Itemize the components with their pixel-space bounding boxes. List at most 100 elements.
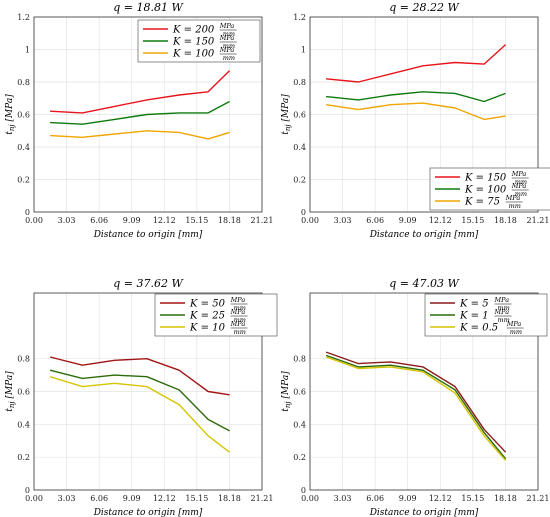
x-tick-label: 18.18 [218, 494, 241, 503]
series-line-2 [49, 369, 230, 432]
series-line-1 [326, 44, 507, 83]
legend-label: K = 100 [172, 49, 215, 60]
x-tick-label: 18.18 [494, 216, 517, 225]
y-tick-label: 0.2 [17, 176, 30, 185]
y-tick-label: 0 [301, 208, 306, 217]
chart-title: q = 28.22 W [389, 1, 460, 14]
series-line-2 [326, 91, 506, 103]
legend-unit-denominator: mm [515, 190, 527, 198]
legend-unit-numerator: MPa [219, 34, 235, 42]
legend-label: K = 150 [172, 37, 215, 48]
legend-label: K = 10 [189, 323, 226, 334]
x-tick-label: 3.03 [334, 494, 352, 503]
x-tick-label: 15.15 [461, 494, 484, 503]
chart-panel-3: 0.00 3.03 6.06 9.09 12.12 15.15 18.18 21.21 0 0.2… [5, 277, 278, 517]
x-tick-label: 9.09 [399, 494, 417, 503]
legend-unit-numerator: MPa [506, 320, 522, 328]
x-tick-label: 15.15 [461, 216, 484, 225]
chart-title: q = 37.62 W [113, 277, 184, 290]
y-tick-label: 1 [301, 46, 306, 55]
plot-frame [309, 16, 539, 213]
x-tick-label: 12.12 [153, 494, 176, 503]
x-tick-label: 0.00 [25, 494, 43, 503]
x-tick-label: 0.00 [25, 216, 43, 225]
series-line-3 [49, 376, 231, 453]
plot-frame [309, 292, 539, 491]
y-tick-label: 0.6 [293, 388, 306, 397]
x-axis-label: Distance to origin [mm] [93, 508, 203, 517]
x-tick-label: 0.00 [301, 216, 319, 225]
legend-label: K = 0.5 [459, 323, 498, 334]
x-tick-label: 12.12 [429, 494, 452, 503]
y-tick-label: 0 [25, 208, 30, 217]
y-tick-label: 0.2 [293, 176, 306, 185]
legend-unit-numerator: MPa [230, 320, 246, 328]
y-tick-label: 1.2 [17, 13, 30, 22]
legend-label: K = 50 [189, 299, 226, 310]
plot-frame [33, 292, 263, 491]
y-tick-label: 0.4 [293, 143, 306, 152]
y-tick-label: 0.2 [293, 453, 306, 462]
chart-panel-1: 0.00 3.03 6.06 9.09 12.12 15.15 18.18 21.21 0 0.2… [5, 1, 273, 240]
y-tick-label: 0.8 [293, 78, 306, 87]
legend-unit-denominator: mm [234, 304, 246, 312]
x-tick-label: 12.12 [153, 216, 176, 225]
x-tick-label: 0.00 [301, 494, 319, 503]
legend-unit-numerator: MPa [505, 194, 521, 202]
y-tick-label: 0.8 [17, 355, 30, 364]
legend-unit-numerator: MPa [494, 308, 510, 316]
y-tick-label: 0.6 [17, 388, 30, 397]
series-line-3 [50, 130, 230, 140]
legend-unit-numerator: MPa [230, 296, 246, 304]
x-tick-label: 6.06 [90, 494, 108, 503]
y-tick-label: 0.8 [17, 78, 30, 87]
y-tick-label: 0 [301, 486, 306, 495]
chart-panel-4: 0.00 3.03 6.06 9.09 12.12 15.15 18.18 21.21 0 0.2… [281, 277, 549, 517]
x-tick-label: 21.21 [251, 216, 274, 225]
legend-unit-denominator: mm [223, 30, 235, 38]
y-tick-label: 0 [25, 486, 30, 495]
series-line-1 [50, 70, 231, 114]
legend-unit-denominator: mm [515, 178, 527, 186]
legend-unit-denominator: mm [223, 42, 235, 50]
y-axis-label: tnj [MPa] [281, 371, 292, 412]
x-tick-label: 21.21 [527, 216, 550, 225]
chart-panel-2: 0.00 3.03 6.06 9.09 12.12 15.15 18.18 21.21 0 0.2… [281, 1, 550, 240]
legend-unit-denominator: mm [510, 328, 522, 336]
legend-unit-numerator: MPa [511, 170, 527, 178]
y-tick-label: 0.6 [293, 111, 306, 120]
legend-label: K = 150 [464, 173, 507, 184]
legend-label: K = 75 [464, 197, 500, 208]
x-tick-label: 3.03 [334, 216, 352, 225]
legend-label: K = 100 [464, 185, 507, 196]
series-line-1 [49, 356, 230, 396]
x-tick-label: 9.09 [399, 216, 417, 225]
x-tick-label: 21.21 [251, 494, 274, 503]
series-line-3 [325, 102, 506, 121]
legend-unit-denominator: mm [234, 316, 246, 324]
legend-label: K = 25 [189, 311, 225, 322]
series-line-1 [325, 351, 507, 453]
x-tick-label: 3.03 [58, 216, 76, 225]
x-tick-label: 9.09 [123, 216, 141, 225]
y-tick-label: 0.4 [293, 420, 306, 429]
legend-unit-denominator: mm [498, 304, 510, 312]
legend-label: K = 5 [459, 299, 489, 310]
y-axis-label: tnj [MPa] [5, 371, 16, 412]
series-line-3 [325, 356, 507, 461]
x-axis-label: Distance to origin [mm] [93, 230, 203, 240]
legend-unit-numerator: MPa [230, 308, 246, 316]
chart-title: q = 47.03 W [389, 277, 460, 290]
x-tick-label: 3.03 [58, 494, 76, 503]
x-tick-label: 21.21 [527, 494, 550, 503]
y-tick-label: 1.2 [293, 13, 306, 22]
x-tick-label: 12.12 [429, 216, 452, 225]
legend-unit-denominator: mm [223, 54, 235, 62]
x-axis-label: Distance to origin [mm] [369, 508, 479, 517]
legend-label: K = 200 [172, 25, 215, 36]
x-tick-label: 15.15 [185, 216, 208, 225]
